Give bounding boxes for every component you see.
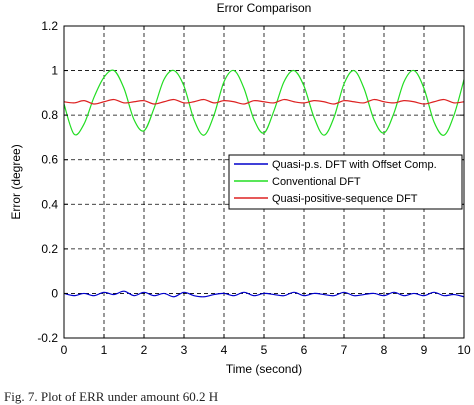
chart-title: Error Comparison [217,1,312,15]
x-tick-label: 2 [141,343,148,357]
x-tick-label: 3 [181,343,188,357]
legend-label: Conventional DFT [272,176,361,188]
legend-label: Quasi-positive-sequence DFT [272,193,418,205]
x-tick-label: 0 [61,343,68,357]
x-tick-label: 8 [381,343,388,357]
x-tick-label: 1 [101,343,108,357]
y-tick-label: 0.2 [41,242,58,256]
series-line-3 [63,98,465,105]
y-tick-label: 0.4 [41,197,58,211]
y-axis-label: Error (degree) [9,144,23,219]
y-tick-label: -0.2 [37,331,58,345]
legend-label: Quasi-p.s. DFT with Offset Comp. [272,159,437,171]
series-lines [63,69,465,298]
y-tick-label: 0.8 [41,108,58,122]
x-axis-label: Time (second) [226,362,302,376]
series-line-1 [63,290,465,298]
axis-ticks: 0 1 2 3 4 5 6 7 8 9 10-0.200.20.40.60.811.2 [37,19,471,357]
x-tick-label: 9 [421,343,428,357]
x-tick-label: 7 [341,343,348,357]
y-tick-label: 0 [51,286,58,300]
x-tick-label: 5 [261,343,268,357]
figure-caption: Fig. 7. Plot of ERR under amount 60.2 H [4,389,219,404]
legend: Quasi-p.s. DFT with Offset Comp. Conventi… [228,154,463,210]
x-tick-label: 6 [301,343,308,357]
x-tick-label: 4 [221,343,228,357]
series-line-2 [63,69,465,136]
y-tick-label: 1.2 [41,19,58,33]
y-tick-label: 0.6 [41,153,58,167]
x-tick-label: 10 [457,343,471,357]
y-tick-label: 1 [51,64,58,78]
